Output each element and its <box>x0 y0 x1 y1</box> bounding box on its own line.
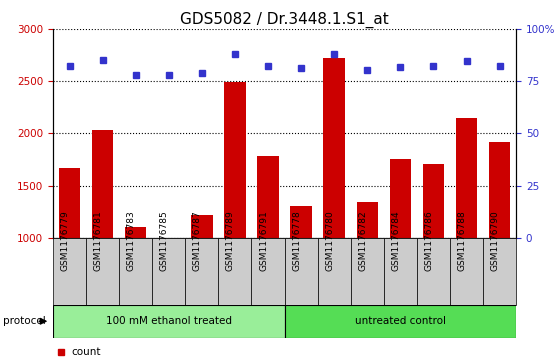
Text: GSM1176790: GSM1176790 <box>490 211 499 272</box>
Bar <box>53 238 86 305</box>
Bar <box>384 238 417 305</box>
Bar <box>252 238 285 305</box>
Bar <box>483 238 516 305</box>
Bar <box>224 82 246 238</box>
Text: GSM1176786: GSM1176786 <box>425 211 434 272</box>
Bar <box>318 238 351 305</box>
Text: GSM1176781: GSM1176781 <box>94 211 103 272</box>
Text: 100 mM ethanol treated: 100 mM ethanol treated <box>106 316 232 326</box>
Bar <box>450 238 483 305</box>
Bar <box>125 227 146 238</box>
Text: GSM1176778: GSM1176778 <box>292 211 301 272</box>
Text: GSM1176783: GSM1176783 <box>127 211 136 272</box>
Bar <box>191 215 213 238</box>
Bar <box>158 238 180 337</box>
Title: GDS5082 / Dr.3448.1.S1_at: GDS5082 / Dr.3448.1.S1_at <box>180 12 389 28</box>
Bar <box>92 130 113 238</box>
Bar <box>152 238 185 305</box>
Text: GSM1176780: GSM1176780 <box>325 211 334 272</box>
Text: GSM1176787: GSM1176787 <box>193 211 202 272</box>
Text: GSM1176785: GSM1176785 <box>160 211 169 272</box>
Bar <box>417 238 450 305</box>
Bar <box>285 305 516 338</box>
Text: GSM1176788: GSM1176788 <box>458 211 466 272</box>
Bar <box>257 156 279 238</box>
Bar <box>86 238 119 305</box>
Text: GSM1176782: GSM1176782 <box>358 211 367 272</box>
Bar <box>324 58 345 238</box>
Text: count: count <box>71 347 101 358</box>
Text: untreated control: untreated control <box>355 316 446 326</box>
Bar <box>290 207 312 238</box>
Bar <box>185 238 218 305</box>
Text: GSM1176784: GSM1176784 <box>391 211 400 272</box>
Bar <box>119 238 152 305</box>
Bar <box>423 164 444 238</box>
Bar <box>389 159 411 238</box>
Text: GSM1176789: GSM1176789 <box>226 211 235 272</box>
Bar <box>357 202 378 238</box>
Bar <box>351 238 384 305</box>
Bar <box>489 142 511 238</box>
Text: protocol: protocol <box>3 316 46 326</box>
Bar <box>53 305 285 338</box>
Bar <box>59 168 80 238</box>
Bar <box>285 238 318 305</box>
Bar <box>218 238 252 305</box>
Text: GSM1176779: GSM1176779 <box>61 211 70 272</box>
Bar <box>456 118 477 238</box>
Text: GSM1176791: GSM1176791 <box>259 211 268 272</box>
